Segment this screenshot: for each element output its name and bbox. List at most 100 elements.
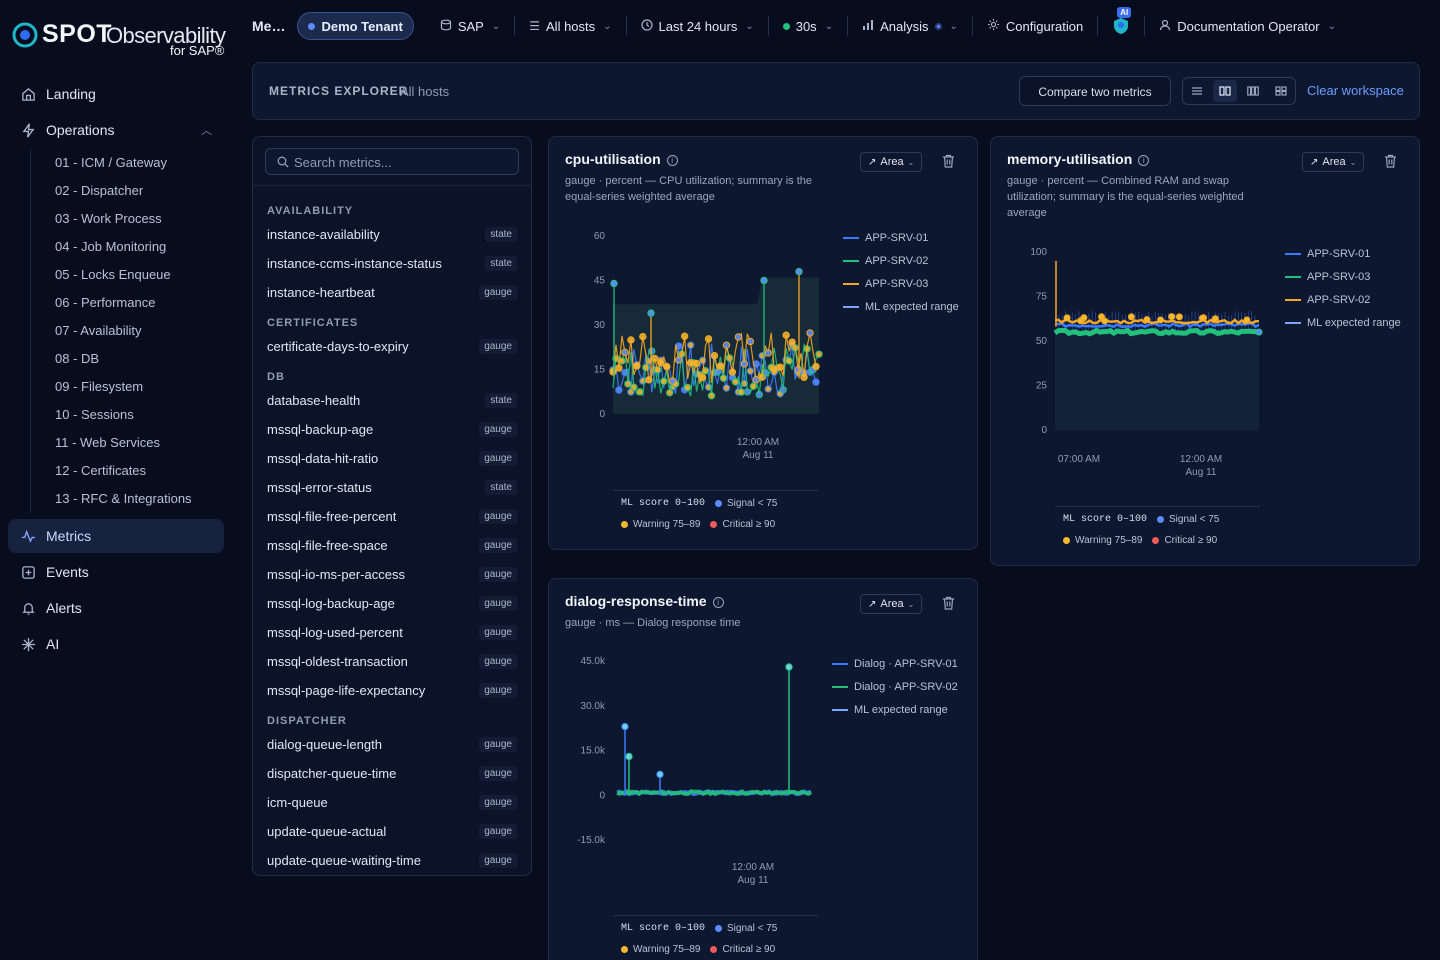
tenant-selector[interactable]: Demo Tenant: [297, 12, 414, 40]
chevron-down-icon: ⌄: [491, 20, 501, 32]
layout-grid-icon[interactable]: [1269, 80, 1293, 102]
legend-item[interactable]: Dialog · APP-SRV-02: [832, 675, 958, 698]
ai-assistant-button[interactable]: AI: [1102, 7, 1140, 40]
warning-label: Warning 75–89: [1075, 535, 1143, 546]
metric-list-item[interactable]: mssql-file-free-percent gauge: [253, 502, 531, 531]
layout-three-column-icon[interactable]: [1241, 80, 1265, 102]
sidebar-item-metrics[interactable]: Metrics: [8, 519, 224, 553]
data-point: [1080, 314, 1088, 322]
data-point: [669, 377, 677, 385]
chart-type-dropdown[interactable]: ↗ Area ⌄: [1302, 152, 1365, 172]
spike-point: [647, 309, 655, 317]
sidebar-subitem[interactable]: 04 - Job Monitoring: [55, 239, 167, 254]
legend-item[interactable]: APP-SRV-01: [1285, 242, 1401, 265]
trash-icon[interactable]: [942, 596, 958, 612]
layout-one-column-icon[interactable]: [1185, 80, 1209, 102]
metric-list-item[interactable]: instance-availability state: [253, 220, 531, 249]
metric-list-item[interactable]: icm-queue gauge: [253, 788, 531, 817]
metrics-list-scroll[interactable]: AVAILABILITY instance-availability state in…: [253, 195, 531, 875]
sidebar-item-events[interactable]: Events: [8, 555, 224, 589]
sidebar-item-alerts[interactable]: Alerts: [8, 591, 224, 625]
sidebar-subitem[interactable]: 08 - DB: [55, 351, 100, 366]
sidebar-subitem[interactable]: 01 - ICM / Gateway: [55, 155, 167, 170]
metric-list-item[interactable]: instance-ccms-instance-status state: [253, 249, 531, 278]
info-icon[interactable]: i: [1138, 155, 1150, 166]
time-range-selector[interactable]: Last 24 hours ⌄: [631, 12, 764, 40]
metric-list-item[interactable]: instance-heartbeat gauge: [253, 278, 531, 307]
chevron-up-icon[interactable]: ︿: [201, 125, 212, 137]
metric-search-input[interactable]: [294, 153, 514, 171]
metric-list-item[interactable]: update-queue-waiting-time gauge: [253, 846, 531, 875]
legend-label: APP-SRV-01: [865, 231, 929, 244]
sidebar-item-ai[interactable]: AI: [8, 627, 224, 661]
sidebar-subitem[interactable]: 09 - Filesystem: [55, 379, 144, 394]
sidebar-subitem[interactable]: 06 - Performance: [55, 295, 156, 310]
metric-list-item[interactable]: dialog-queue-length gauge: [253, 730, 531, 759]
legend-item[interactable]: APP-SRV-03: [843, 272, 959, 295]
sidebar-subitem[interactable]: 12 - Certificates: [55, 463, 147, 478]
sidebar-subitem[interactable]: 05 - Locks Enqueue: [55, 267, 171, 282]
metric-kind-badge: gauge: [479, 683, 517, 698]
metric-list-item[interactable]: mssql-oldest-transaction gauge: [253, 647, 531, 676]
data-point: [630, 383, 638, 391]
trash-icon[interactable]: [942, 154, 958, 170]
y-tick-label: 30: [594, 320, 606, 331]
sidebar-subitem[interactable]: 03 - Work Process: [55, 211, 162, 226]
legend-item[interactable]: APP-SRV-02: [1285, 288, 1401, 311]
area-chart-icon: ↗: [868, 156, 877, 168]
metric-list-item[interactable]: mssql-io-ms-per-access gauge: [253, 560, 531, 589]
legend-item[interactable]: ML expected range: [832, 698, 958, 721]
legend-item[interactable]: ML expected range: [1285, 311, 1401, 334]
data-point: [749, 382, 758, 390]
sidebar-item-landing[interactable]: Landing: [8, 77, 224, 111]
sidebar-subitem[interactable]: 13 - RFC & Integrations: [55, 491, 192, 506]
metric-kind-badge: gauge: [479, 795, 517, 810]
sidebar-subitem[interactable]: 07 - Availability: [55, 323, 142, 338]
dialog-response-chart[interactable]: 45.0k 30.0k 15.0k 0 -15.0k 12:00 AM Aug 11: [549, 579, 979, 960]
layout-two-column-icon[interactable]: [1213, 80, 1237, 102]
refresh-selector[interactable]: 30s ⌄: [773, 12, 843, 40]
trash-icon[interactable]: [1384, 154, 1400, 170]
analysis-menu[interactable]: Analysis ⌄: [852, 12, 968, 40]
sparkle-icon: [20, 636, 36, 652]
metric-list-item[interactable]: mssql-log-used-percent gauge: [253, 618, 531, 647]
clear-workspace-link[interactable]: Clear workspace: [1307, 83, 1404, 98]
compare-metrics-button[interactable]: Compare two metrics: [1019, 76, 1171, 106]
brand-logo[interactable]: SPOT Observability for SAP®: [12, 20, 232, 64]
hosts-selector[interactable]: ☰ All hosts ⌄: [519, 12, 621, 40]
chart-type-dropdown[interactable]: ↗ Area ⌄: [860, 152, 923, 172]
user-menu[interactable]: Documentation Operator ⌄: [1149, 12, 1346, 40]
metric-list-item[interactable]: database-health state: [253, 386, 531, 415]
legend-item[interactable]: Dialog · APP-SRV-01: [832, 652, 958, 675]
spike-point: [795, 267, 803, 276]
legend-item[interactable]: APP-SRV-03: [1285, 265, 1401, 288]
configuration-button[interactable]: Configuration: [977, 12, 1093, 40]
system-selector[interactable]: SAP ⌄: [430, 12, 510, 40]
metric-list-item[interactable]: update-queue-actual gauge: [253, 817, 531, 846]
sidebar-subitem[interactable]: 11 - Web Services: [55, 435, 161, 450]
metric-list-item[interactable]: mssql-log-backup-age gauge: [253, 589, 531, 618]
metric-list-item[interactable]: mssql-page-life-expectancy gauge: [253, 676, 531, 705]
metric-kind-badge: gauge: [479, 737, 517, 752]
metric-list-item[interactable]: mssql-backup-age gauge: [253, 415, 531, 444]
data-point: [657, 359, 665, 367]
sidebar-subitem[interactable]: 10 - Sessions: [55, 407, 134, 422]
legend-item[interactable]: ML expected range: [843, 295, 959, 318]
data-point: [728, 368, 737, 376]
metric-list-item[interactable]: dispatcher-queue-time gauge: [253, 759, 531, 788]
info-icon[interactable]: i: [666, 155, 678, 166]
bar-chart-icon: [862, 19, 874, 34]
sidebar-subitem[interactable]: 02 - Dispatcher: [55, 183, 144, 198]
sidebar-item-operations[interactable]: Operations ︿: [8, 113, 224, 147]
legend-item[interactable]: APP-SRV-02: [843, 249, 959, 272]
memory-chart[interactable]: 100 75 50 25 0 07:00 AM 12:00 AM Aug 11: [991, 137, 1421, 567]
metric-list-item[interactable]: certificate-days-to-expiry gauge: [253, 332, 531, 361]
cpu-chart[interactable]: 60 45 30 15 0 12:00 AM Aug 11: [549, 137, 979, 551]
bell-icon: [20, 600, 36, 616]
info-icon[interactable]: i: [712, 597, 724, 608]
legend-item[interactable]: APP-SRV-01: [843, 226, 959, 249]
metric-list-item[interactable]: mssql-file-free-space gauge: [253, 531, 531, 560]
metric-list-item[interactable]: mssql-data-hit-ratio gauge: [253, 444, 531, 473]
chart-type-dropdown[interactable]: ↗ Area ⌄: [860, 594, 923, 614]
metric-list-item[interactable]: mssql-error-status state: [253, 473, 531, 502]
